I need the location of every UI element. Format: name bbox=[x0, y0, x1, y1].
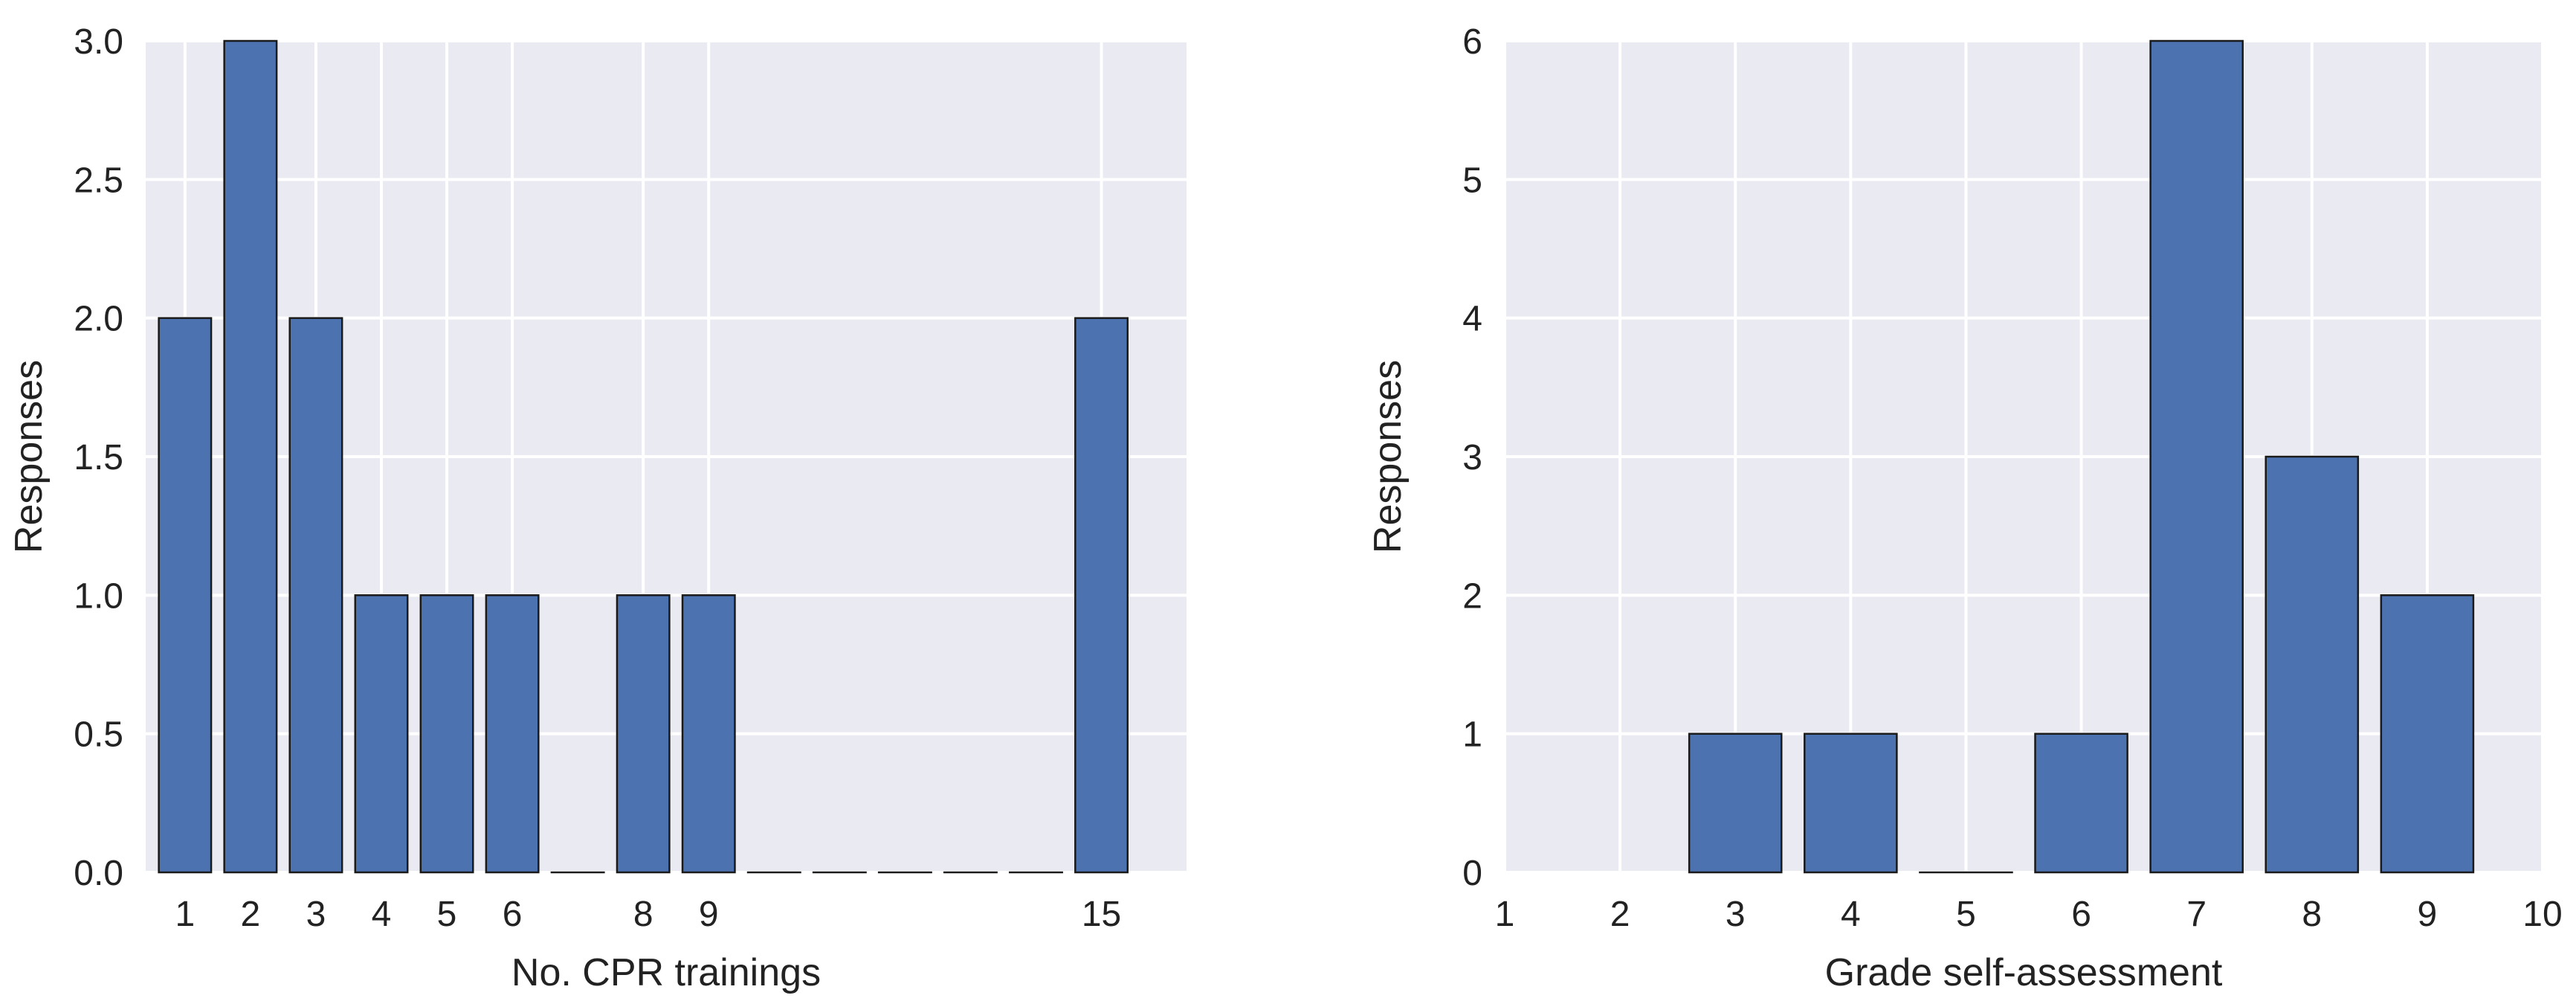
y-tick-label: 0.5 bbox=[74, 715, 123, 755]
y-tick-label: 1.0 bbox=[74, 576, 123, 616]
y-axis-label: Responses bbox=[1366, 360, 1410, 553]
y-tick-label: 5 bbox=[1462, 161, 1482, 200]
y-tick-label: 0.0 bbox=[74, 854, 123, 893]
panel-cpr-trainings: 0.0 0.5 1.0 1.5 2.0 2.5 3.0 1 2 3 4 5 6 8 9 15 No. CPR t… bbox=[7, 22, 1187, 994]
x-axis-label: No. CPR trainings bbox=[511, 951, 821, 994]
x-tick-label: 1 bbox=[175, 895, 195, 934]
x-tick-label: 3 bbox=[306, 895, 326, 934]
y-tick-label: 1.5 bbox=[74, 438, 123, 477]
x-tick-label: 5 bbox=[437, 895, 457, 934]
bar-grade-6 bbox=[2036, 734, 2128, 872]
x-tick-label: 4 bbox=[1841, 895, 1861, 934]
y-tick-label: 1 bbox=[1462, 715, 1482, 755]
bar-grade-4 bbox=[1804, 734, 1897, 872]
x-tick-label: 6 bbox=[503, 895, 523, 934]
y-tick-label: 6 bbox=[1462, 22, 1482, 62]
x-tick-label: 6 bbox=[2071, 895, 2091, 934]
y-axis-label: Responses bbox=[7, 360, 51, 553]
y-tick-label: 3 bbox=[1462, 438, 1482, 477]
bar-cpr-8 bbox=[617, 595, 669, 872]
bar-grade-3 bbox=[1689, 734, 1781, 872]
bar-cpr-5 bbox=[421, 595, 473, 872]
x-tick-label: 5 bbox=[1956, 895, 1976, 934]
x-tick-label: 9 bbox=[2418, 895, 2438, 934]
x-tick-label: 2 bbox=[1610, 895, 1630, 934]
bar-grade-8 bbox=[2266, 457, 2358, 872]
bar-grade-7 bbox=[2151, 41, 2243, 872]
y-tick-label: 2.5 bbox=[74, 161, 123, 200]
y-tick-label: 4 bbox=[1462, 300, 1482, 339]
bar-cpr-2 bbox=[225, 41, 277, 872]
bar-cpr-6 bbox=[486, 595, 538, 872]
y-tick-label: 0 bbox=[1462, 854, 1482, 893]
bar-cpr-4 bbox=[355, 595, 407, 872]
x-tick-label: 3 bbox=[1726, 895, 1746, 934]
x-tick-label: 7 bbox=[2186, 895, 2207, 934]
x-tick-label: 2 bbox=[241, 895, 261, 934]
bar-grade-9 bbox=[2381, 595, 2473, 872]
bar-cpr-1 bbox=[159, 318, 211, 872]
x-axis-label: Grade self-assessment bbox=[1825, 951, 2223, 994]
y-tick-label: 2 bbox=[1462, 576, 1482, 616]
x-tick-label: 4 bbox=[372, 895, 392, 934]
x-tick-label: 9 bbox=[699, 895, 719, 934]
bar-cpr-15 bbox=[1075, 318, 1127, 872]
x-tick-label: 8 bbox=[2302, 895, 2322, 934]
y-tick-label: 2.0 bbox=[74, 300, 123, 339]
y-tick-label: 3.0 bbox=[74, 22, 123, 62]
x-tick-label: 1 bbox=[1495, 895, 1515, 934]
x-tick-label: 10 bbox=[2522, 895, 2562, 934]
x-tick-label: 8 bbox=[633, 895, 653, 934]
bar-cpr-9 bbox=[682, 595, 735, 872]
bar-cpr-3 bbox=[290, 318, 342, 872]
x-tick-label: 15 bbox=[1082, 895, 1121, 934]
